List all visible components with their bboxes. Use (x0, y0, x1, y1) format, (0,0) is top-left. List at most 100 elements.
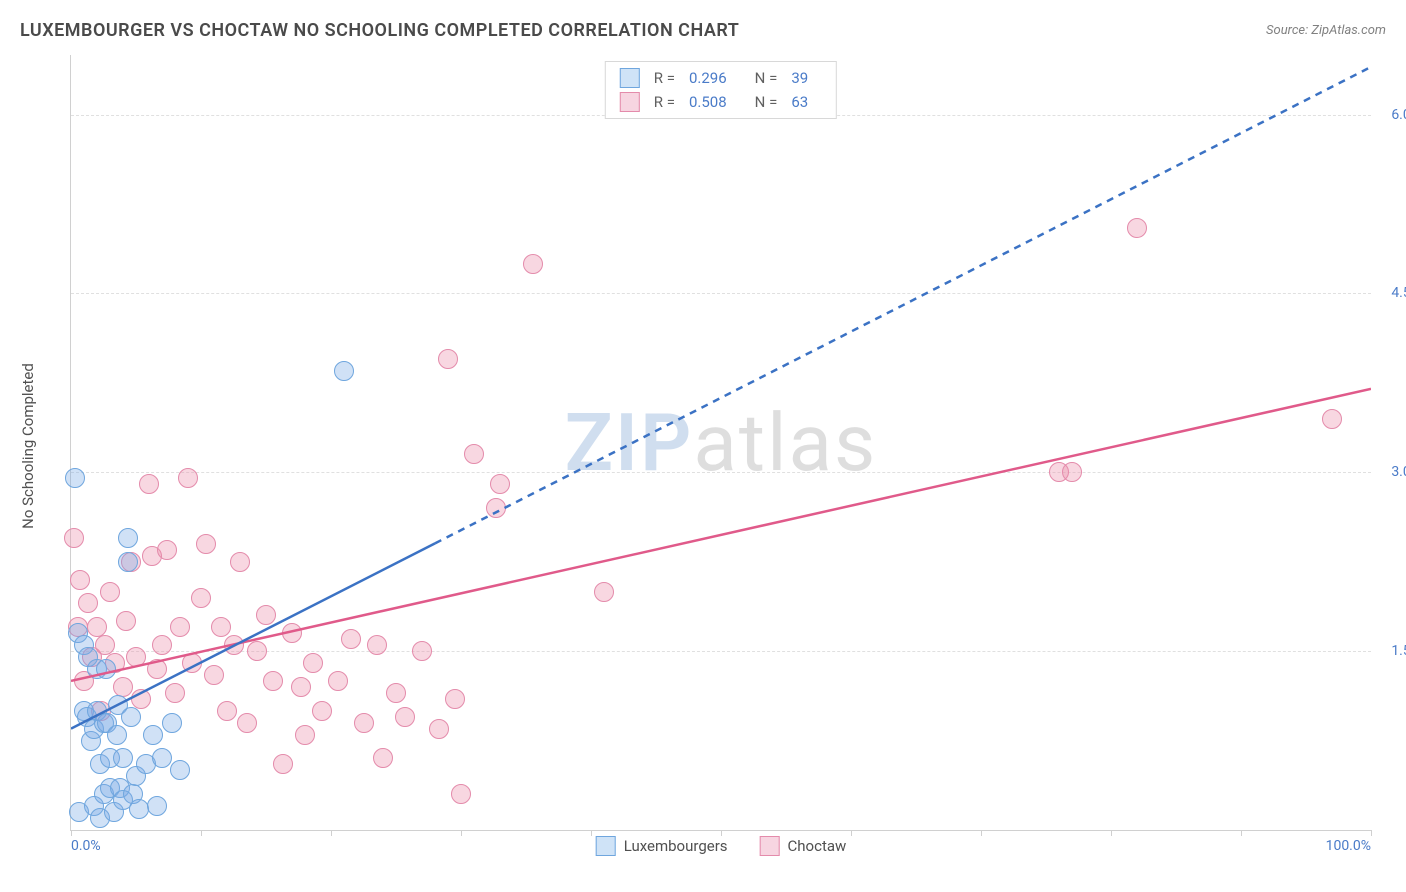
data-point-cho (70, 570, 90, 590)
data-point-lux (162, 713, 182, 733)
data-point-cho (438, 349, 458, 369)
data-point-lux (147, 796, 167, 816)
n-value-cho: 63 (791, 90, 808, 114)
data-point-cho (445, 689, 465, 709)
x-tick-mark (1111, 830, 1112, 836)
stats-row-lux: R = 0.296 N = 39 (620, 66, 822, 90)
data-point-lux (334, 361, 354, 381)
x-tick-mark (591, 830, 592, 836)
data-point-cho (230, 552, 250, 572)
data-point-cho (126, 647, 146, 667)
y-tick-label: 1.5% (1376, 643, 1406, 659)
data-point-cho (295, 725, 315, 745)
data-point-lux (152, 748, 172, 768)
data-point-cho (282, 623, 302, 643)
x-tick-label: 0.0% (71, 838, 101, 854)
data-point-cho (204, 665, 224, 685)
source-label: Source: ZipAtlas.com (1266, 23, 1386, 38)
swatch-lux (620, 68, 640, 88)
data-point-cho (191, 588, 211, 608)
data-point-lux (121, 707, 141, 727)
legend-label-lux: Luxembourgers (624, 837, 728, 855)
y-tick-label: 6.0% (1376, 107, 1406, 123)
data-point-cho (312, 701, 332, 721)
data-point-cho (1127, 218, 1147, 238)
legend-item-cho: Choctaw (760, 836, 847, 856)
data-point-lux (118, 528, 138, 548)
series-legend: Luxembourgers Choctaw (596, 836, 847, 856)
data-point-cho (64, 528, 84, 548)
data-point-lux (96, 659, 116, 679)
data-point-cho (1322, 409, 1342, 429)
data-point-cho (100, 582, 120, 602)
data-point-cho (341, 629, 361, 649)
data-point-cho (182, 653, 202, 673)
data-point-cho (273, 754, 293, 774)
data-point-cho (328, 671, 348, 691)
y-tick-label: 3.0% (1376, 464, 1406, 480)
data-point-cho (196, 534, 216, 554)
x-tick-mark (461, 830, 462, 836)
x-tick-mark (851, 830, 852, 836)
data-point-cho (131, 689, 151, 709)
x-tick-mark (201, 830, 202, 836)
data-point-lux (107, 725, 127, 745)
y-tick-label: 4.5% (1376, 285, 1406, 301)
scatter-plot: ZIPatlas R = 0.296 N = 39 R = 0.508 N = … (70, 55, 1371, 831)
x-tick-mark (1241, 830, 1242, 836)
watermark: ZIPatlas (565, 396, 878, 490)
data-point-cho (237, 713, 257, 733)
data-point-cho (139, 474, 159, 494)
chart-title: LUXEMBOURGER VS CHOCTAW NO SCHOOLING COM… (20, 20, 739, 41)
legend-item-lux: Luxembourgers (596, 836, 728, 856)
data-point-cho (354, 713, 374, 733)
data-point-cho (594, 582, 614, 602)
x-tick-mark (71, 830, 72, 836)
stats-legend: R = 0.296 N = 39 R = 0.508 N = 63 (605, 61, 837, 119)
data-point-cho (256, 605, 276, 625)
y-axis-title: No Schooling Completed (19, 363, 37, 529)
data-point-cho (157, 540, 177, 560)
stats-row-cho: R = 0.508 N = 63 (620, 90, 822, 114)
data-point-cho (170, 617, 190, 637)
data-point-lux (143, 725, 163, 745)
data-point-cho (217, 701, 237, 721)
n-value-lux: 39 (791, 66, 808, 90)
data-point-cho (95, 635, 115, 655)
data-point-cho (523, 254, 543, 274)
data-point-cho (211, 617, 231, 637)
swatch-lux (596, 836, 616, 856)
data-point-cho (78, 593, 98, 613)
data-point-cho (486, 498, 506, 518)
data-point-cho (291, 677, 311, 697)
data-point-cho (412, 641, 432, 661)
data-point-lux (118, 552, 138, 572)
data-point-cho (464, 444, 484, 464)
data-point-cho (224, 635, 244, 655)
swatch-cho (760, 836, 780, 856)
x-tick-mark (721, 830, 722, 836)
data-point-cho (451, 784, 471, 804)
data-point-cho (367, 635, 387, 655)
data-point-lux (113, 748, 133, 768)
data-point-lux (170, 760, 190, 780)
data-point-cho (147, 659, 167, 679)
data-point-cho (165, 683, 185, 703)
data-point-cho (386, 683, 406, 703)
x-tick-mark (1371, 830, 1372, 836)
data-point-cho (395, 707, 415, 727)
legend-label-cho: Choctaw (788, 837, 847, 855)
data-point-cho (303, 653, 323, 673)
data-point-cho (178, 468, 198, 488)
trendlines (71, 55, 1371, 830)
data-point-cho (490, 474, 510, 494)
gridline (71, 472, 1371, 473)
x-tick-mark (331, 830, 332, 836)
r-value-lux: 0.296 (689, 66, 727, 90)
data-point-cho (373, 748, 393, 768)
data-point-lux (129, 799, 149, 819)
data-point-cho (152, 635, 172, 655)
swatch-cho (620, 92, 640, 112)
data-point-cho (247, 641, 267, 661)
header: LUXEMBOURGER VS CHOCTAW NO SCHOOLING COM… (20, 20, 1386, 41)
